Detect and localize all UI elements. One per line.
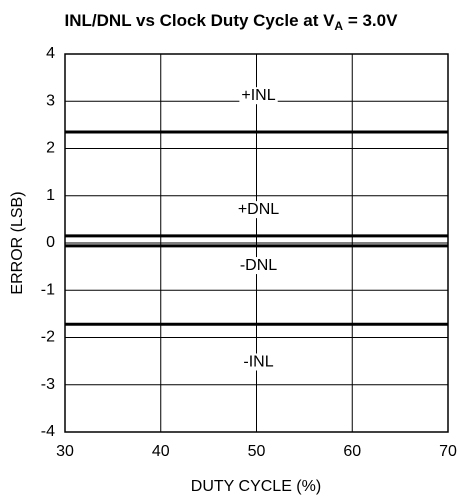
series-label: +DNL [238,201,279,218]
y-tick-label: 3 [46,92,55,109]
y-tick-label: 4 [46,45,55,62]
x-tick-label: 60 [343,443,361,460]
x-tick-label: 30 [56,443,74,460]
y-tick-label: 1 [46,187,55,204]
y-tick-label: -4 [41,423,55,440]
title-subscript: A [334,19,343,33]
y-tick-label: 2 [46,140,55,157]
label-background [241,353,276,371]
x-axis-label: DUTY CYCLE (%) [191,478,321,495]
series-label: -DNL [240,257,277,274]
y-tick-label: -3 [41,376,55,393]
y-tick-label: 0 [46,234,55,251]
series-label: +INL [241,87,275,104]
chart-title: INL/DNL vs Clock Duty Cycle at VA = 3.0V [65,11,399,33]
label-background [237,257,280,275]
label-background [235,201,282,219]
title-suffix: = 3.0V [343,11,398,30]
x-tick-label: 70 [439,443,457,460]
series-label: -INL [243,353,273,370]
x-tick-label: 50 [248,443,266,460]
plot-frame [64,53,449,433]
label-background [239,87,278,105]
y-tick-label: -1 [41,281,55,298]
x-tick-label: 40 [152,443,170,460]
y-axis-label: ERROR (LSB) [9,191,26,294]
title-main: INL/DNL vs Clock Duty Cycle at V [65,11,336,30]
y-tick-label: -2 [41,329,55,346]
